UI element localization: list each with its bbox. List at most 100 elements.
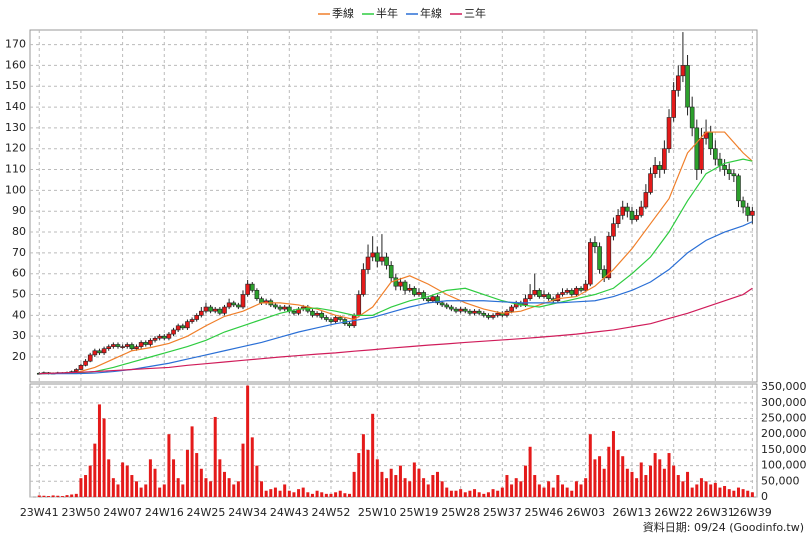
volume-bar [732,490,736,497]
volume-bar [334,492,338,497]
volume-bar [287,490,291,497]
volume-bar [297,489,301,497]
y2-tick-label: 50,000 [761,474,800,487]
ma-line [39,221,753,375]
volume-bar [176,478,180,497]
candle-body [629,210,635,220]
volume-bar [264,490,268,497]
candle-body [731,173,737,177]
volume-bar [486,492,490,497]
candle-body [490,315,496,318]
volume-bar [672,465,676,497]
volume-bar [56,495,60,497]
candle-body [726,169,732,175]
volume-bar [459,489,463,497]
candle-body [527,294,533,299]
candle-body [236,304,241,308]
volume-bar [727,489,731,497]
volume-bar [97,404,101,497]
volume-bar [246,385,250,497]
volume-bar [181,484,185,497]
candle-body [597,246,602,270]
candle-body [134,346,139,349]
candle-body [685,65,690,108]
candle-body [412,287,417,295]
volume-bar [375,459,379,497]
volume-bar [510,484,514,497]
volume-bar [500,487,504,497]
candle-body [537,290,542,297]
x-tick-label: 25W19 [400,506,439,519]
candle-body [402,281,408,291]
candle-body [97,350,102,354]
volume-bar [273,487,277,497]
y2-tick-label: 300,000 [761,396,807,409]
candle-body [657,165,663,170]
volume-bar [607,446,611,497]
y-tick-label: 40 [12,308,26,321]
source-note: 資料日期: 09/24 (Goodinfo.tw) [643,520,804,534]
candle-body [666,117,672,150]
candle-body [254,290,260,299]
volume-bar [412,462,416,497]
volume-bar [556,475,560,497]
candle-body [675,75,681,91]
volume-bar [51,495,55,497]
candle-body [449,306,454,310]
volume-bar [116,484,120,497]
candle-body [143,342,149,345]
candle-body [634,215,639,220]
candle-body [231,302,237,306]
volume-bar [454,490,458,497]
candle-body [425,298,431,302]
candle-body [694,127,700,170]
volume-bar [236,481,240,497]
candle-body [208,306,213,312]
volume-bar [320,492,324,497]
candle-body [736,175,741,202]
volume-bar [750,492,754,497]
candle-body [689,106,695,129]
candle-body [361,269,366,295]
volume-bar [741,489,745,497]
candle-body [430,296,436,302]
volume-bar [241,443,245,497]
candle-body [388,265,394,279]
volume-bar [292,492,296,497]
volume-bar [505,475,509,497]
candle-body [472,310,477,314]
y-tick-label: 70 [12,246,26,259]
legend-label: 年線 [420,6,442,20]
volume-bar [352,471,356,497]
volume-bar [121,462,125,497]
candle-body [277,306,283,310]
volume-bar [158,487,162,497]
y-tick-label: 160 [5,58,26,71]
candle-body [180,325,186,329]
candle-body [750,210,755,216]
volume-bar [537,484,541,497]
candle-body [606,235,612,279]
candle-body [171,329,176,335]
volume-bar [139,487,143,497]
volume-bar [621,456,625,497]
candle-body [708,131,713,150]
volume-bar [403,478,407,497]
candle-body [370,252,375,258]
candle-body [148,340,153,345]
candle-body [157,335,162,339]
volume-bar [491,489,495,497]
candle-body [115,344,121,347]
candle-body [124,344,130,347]
y-tick-label: 90 [12,204,26,217]
x-tick-label: 26W03 [566,506,605,519]
ma-line [39,287,753,375]
candle-body [467,310,473,314]
candle-body [78,365,84,370]
candle-body [365,256,371,270]
volume-bar [394,475,398,497]
candle-body [152,337,158,341]
candle-body [453,308,459,312]
candle-body [356,294,362,316]
volume-bar [283,484,287,497]
